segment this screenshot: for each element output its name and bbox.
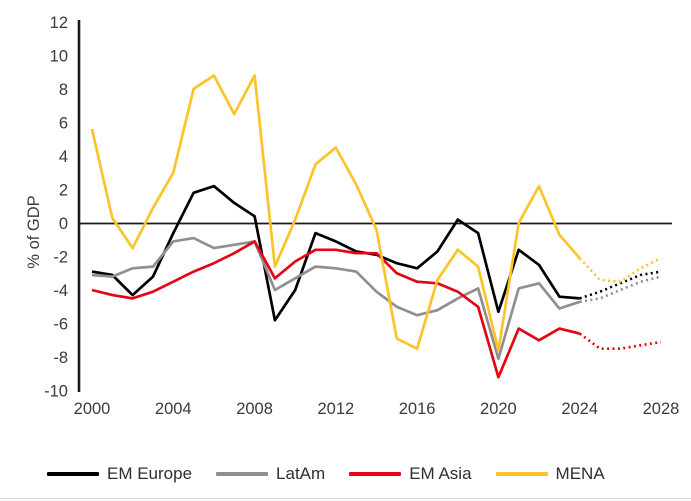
series-forecast-em-asia [578, 332, 662, 350]
legend-item-em-asia: EM Asia [349, 464, 472, 484]
y-tick-label: -8 [53, 349, 68, 367]
series-forecast-em-europe [579, 270, 662, 300]
series-line-em-asia [91, 240, 581, 379]
x-tick-label: 2028 [643, 400, 680, 418]
x-tick-label: 2008 [236, 400, 273, 418]
series-line-latam [91, 236, 581, 361]
series-forecast-latam [579, 275, 662, 304]
legend-swatch-em-asia [349, 472, 402, 476]
legend-swatch-em-europe [47, 472, 99, 476]
y-tick-label: 12 [50, 14, 68, 32]
bottom-divider [0, 498, 691, 499]
y-tick-label: -6 [53, 316, 68, 334]
x-tick-label: 2000 [74, 400, 111, 418]
series-forecast-mena [578, 257, 662, 283]
chart-canvas: % of GDP 12 10 8 6 4 2 0 -2 -4 -6 -8 -10 2000 2004 200… [25, 14, 680, 418]
legend-label-em-europe: EM Europe [107, 464, 193, 483]
legend-label-latam: LatAm [276, 464, 326, 483]
chart-legend: EM Europe LatAm EM Asia MENA [0, 458, 691, 490]
series-line-mena [90, 74, 581, 352]
legend-label-em-asia: EM Asia [409, 464, 472, 483]
y-tick-label: 0 [59, 215, 68, 233]
y-tick-label: -4 [53, 282, 68, 300]
y-tick-label: 2 [59, 181, 68, 199]
y-tick-label: 8 [59, 81, 68, 99]
y-tick-label: -2 [53, 249, 68, 267]
y-tick-label: 6 [59, 114, 68, 132]
x-tick-label: 2024 [561, 400, 598, 418]
legend-item-em-europe: EM Europe [47, 464, 192, 484]
y-tick-label: 4 [59, 148, 68, 166]
y-axis-title: % of GDP [25, 195, 43, 268]
y-tick-label: 10 [50, 47, 68, 65]
legend-swatch-latam [216, 472, 269, 476]
series-line-em-europe [91, 184, 580, 322]
x-tick-label: 2020 [480, 400, 517, 418]
legend-item-latam: LatAm [216, 464, 325, 484]
x-tick-label: 2016 [399, 400, 436, 418]
x-tick-label: 2004 [155, 400, 192, 418]
x-tick-label: 2012 [317, 400, 354, 418]
y-tick-label: -10 [44, 383, 68, 401]
legend-label-mena: MENA [555, 464, 605, 483]
legend-swatch-mena [495, 472, 548, 476]
legend-item-mena: MENA [495, 464, 605, 484]
line-chart: % of GDP 12 10 8 6 4 2 0 -2 -4 -6 -8 -10 2000 2004 200… [25, 14, 680, 418]
